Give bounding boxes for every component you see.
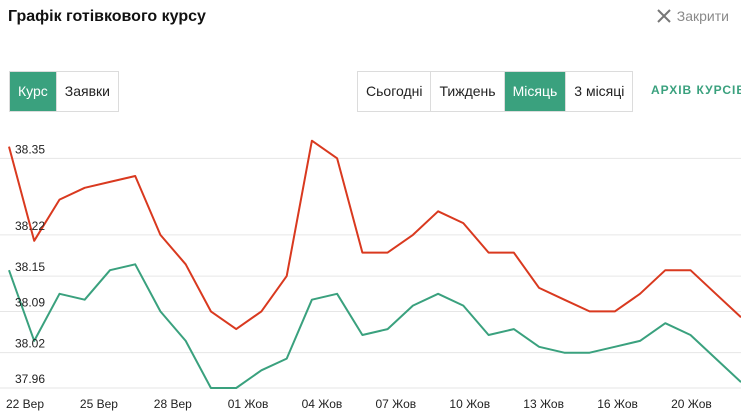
x-tick-label: 25 Вер: [80, 397, 118, 411]
x-tick-label: 10 Жов: [449, 397, 490, 411]
tab-orders[interactable]: Заявки: [56, 72, 119, 111]
close-label: Закрити: [676, 8, 729, 24]
tab-rate[interactable]: Курс: [10, 72, 57, 111]
page-title: Графік готівкового курсу: [8, 8, 206, 25]
tab-3-months[interactable]: 3 місяці: [566, 72, 633, 111]
chart-type-tabs: Курс Заявки: [9, 71, 120, 112]
rate-chart: 38.35 38.22 38.15 38.09 38.02 37.96 22 Вер 25 В…: [0, 139, 741, 411]
close-icon[interactable]: [657, 9, 671, 23]
buy-rate-line: [8, 263, 741, 389]
y-tick-label: 38.35: [15, 142, 45, 156]
y-tick-label: 38.02: [15, 337, 45, 351]
x-tick-label: 04 Жов: [302, 397, 343, 411]
close-button[interactable]: Закрити: [657, 8, 729, 24]
archive-rates-link[interactable]: АРХІВ КУРСІВ: [651, 83, 741, 97]
x-tick-label: 01 Жов: [228, 397, 269, 411]
x-tick-label: 22 Вер: [6, 397, 44, 411]
x-tick-label: 13 Жов: [523, 397, 564, 411]
x-tick-label: 20 Жов: [671, 397, 712, 411]
tab-week[interactable]: Тиждень: [431, 72, 505, 111]
x-tick-label: 16 Жов: [597, 397, 638, 411]
y-tick-label: 38.09: [15, 295, 45, 309]
period-tabs: Сьогодні Тиждень Місяць 3 місяці: [357, 71, 634, 112]
sell-rate-line: [8, 139, 741, 331]
tab-today[interactable]: Сьогодні: [358, 72, 432, 111]
y-tick-label: 38.15: [15, 260, 45, 274]
x-tick-label: 07 Жов: [376, 397, 417, 411]
y-tick-label: 37.96: [15, 372, 45, 386]
tab-month[interactable]: Місяць: [504, 72, 567, 111]
y-tick-label: 38.22: [15, 219, 45, 233]
x-tick-label: 28 Вер: [154, 397, 192, 411]
